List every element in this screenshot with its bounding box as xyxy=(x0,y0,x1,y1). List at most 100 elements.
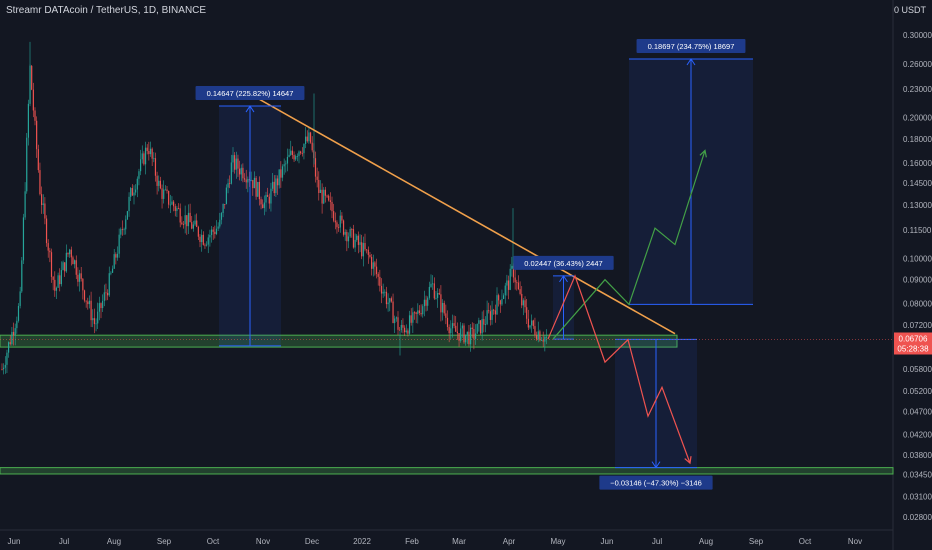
candle-body xyxy=(387,302,389,305)
candle-body xyxy=(9,342,11,344)
candle-body xyxy=(408,315,411,334)
candle-body xyxy=(45,218,48,244)
candle-body xyxy=(501,299,503,305)
candle-body xyxy=(151,148,153,159)
bearish-projection-head xyxy=(684,456,692,465)
candle-body xyxy=(278,169,280,186)
candle-body xyxy=(404,327,406,333)
candle-body xyxy=(16,320,18,329)
candle-body xyxy=(451,323,454,329)
candle-body xyxy=(484,324,487,325)
candle-body xyxy=(504,285,506,296)
candle-body xyxy=(78,273,81,282)
candle-body xyxy=(280,169,282,178)
candle-body xyxy=(214,231,216,235)
candle-body xyxy=(458,333,460,341)
y-tick-label: 0.07200 xyxy=(903,321,932,330)
candle-body xyxy=(319,189,322,193)
candle-body xyxy=(227,183,229,188)
x-tick-label: Mar xyxy=(452,537,466,546)
candle-body xyxy=(174,206,176,211)
candle-body xyxy=(255,177,257,197)
candle-body xyxy=(375,266,378,275)
candle-body xyxy=(77,274,79,282)
candle-body xyxy=(92,318,94,321)
y-tick-label: 0.20000 xyxy=(903,113,932,122)
support-zone xyxy=(0,334,678,348)
candle-body xyxy=(466,331,468,335)
last-price-label: 0.06706 xyxy=(899,334,928,343)
candle-body xyxy=(42,203,44,205)
measure-label-bg xyxy=(195,86,305,101)
candle-body xyxy=(362,243,364,257)
candle-body xyxy=(26,137,28,192)
candle-body xyxy=(532,320,534,327)
candle-body xyxy=(394,318,396,324)
candle-body xyxy=(339,215,341,228)
candle-body xyxy=(511,265,513,269)
candle-body xyxy=(443,302,445,314)
candle-body xyxy=(138,171,140,179)
candle-body xyxy=(496,295,498,315)
candle-body xyxy=(380,285,383,294)
candle-body xyxy=(344,231,346,235)
candle-body xyxy=(230,162,232,184)
candle-body xyxy=(207,237,209,245)
candle-body xyxy=(156,175,158,186)
candle-body xyxy=(306,136,308,142)
candle-body xyxy=(187,212,190,227)
x-tick-label: Apr xyxy=(503,537,516,546)
candle-body xyxy=(224,204,226,205)
candle-body xyxy=(186,215,188,227)
candle-body xyxy=(311,142,313,151)
y-tick-label: 0.14500 xyxy=(903,179,932,188)
candle-body xyxy=(232,155,234,163)
candle-body xyxy=(399,329,401,331)
candle-body xyxy=(291,150,293,155)
candle-body xyxy=(367,249,369,255)
candle-body xyxy=(141,153,143,160)
candle-body xyxy=(461,325,463,329)
candle-body xyxy=(273,181,275,194)
candle-body xyxy=(499,300,501,305)
candle-body xyxy=(196,220,198,227)
candle-body xyxy=(433,283,435,299)
candle-body xyxy=(258,181,260,200)
candle-body xyxy=(159,180,161,189)
candle-body xyxy=(133,192,135,196)
candle-body xyxy=(418,310,421,314)
candle-body xyxy=(342,220,345,235)
candle-body xyxy=(98,303,100,312)
candle-body xyxy=(285,163,287,165)
y-tick-label: 0.02800 xyxy=(903,513,932,522)
candle-body xyxy=(415,312,417,314)
candle-body xyxy=(113,254,115,269)
x-tick-label: Nov xyxy=(848,537,862,546)
candle-body xyxy=(135,189,137,193)
candle-body xyxy=(283,164,285,167)
candle-body xyxy=(526,307,528,319)
candle-body xyxy=(460,328,462,341)
candle-body xyxy=(374,262,376,267)
candle-body xyxy=(65,252,67,272)
y-tick-label: 0.10000 xyxy=(903,254,932,263)
candle-body xyxy=(290,150,292,155)
y-tick-label: 0.03100 xyxy=(903,492,932,501)
candle-body xyxy=(516,282,518,284)
candle-body xyxy=(161,188,163,199)
candle-body xyxy=(369,254,371,257)
candle-body xyxy=(338,227,340,229)
candle-body xyxy=(514,277,516,283)
candle-body xyxy=(245,179,247,183)
candle-body xyxy=(21,260,23,292)
candle-body xyxy=(265,194,267,203)
currency-label: 0 USDT xyxy=(893,5,926,15)
candle-body xyxy=(107,292,109,296)
candle-body xyxy=(366,249,368,251)
candle-body xyxy=(305,136,307,144)
candle-body xyxy=(509,268,511,290)
x-tick-label: May xyxy=(550,537,565,546)
candle-body xyxy=(527,318,529,328)
candle-body xyxy=(488,310,490,312)
